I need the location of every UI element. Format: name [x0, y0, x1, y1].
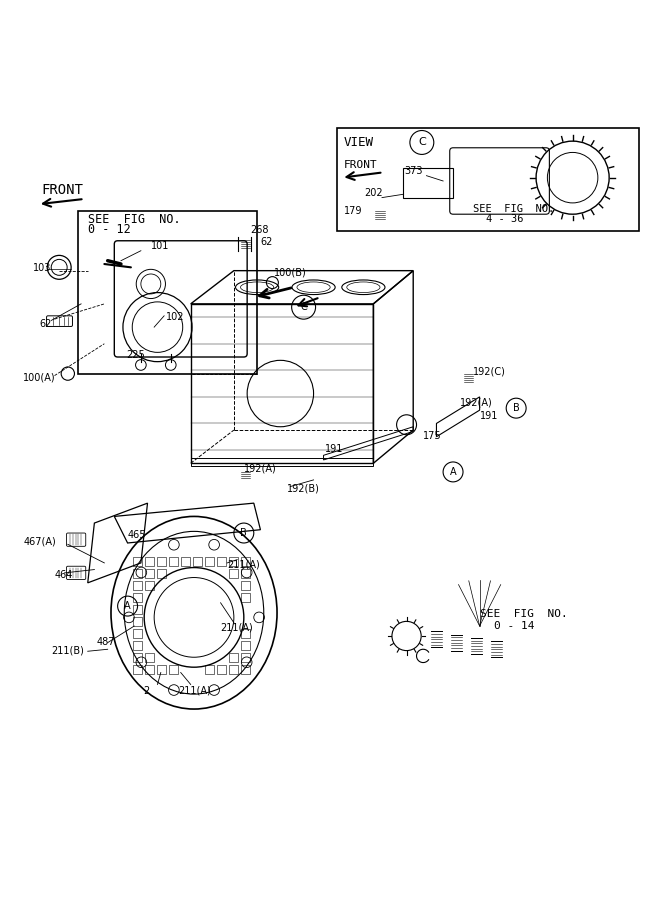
- Text: 211(A): 211(A): [227, 560, 260, 570]
- Bar: [229, 557, 238, 566]
- Text: 464: 464: [55, 571, 73, 580]
- Bar: [241, 580, 250, 590]
- Text: SEE  FIG  NO.: SEE FIG NO.: [473, 204, 554, 214]
- Bar: [145, 652, 154, 662]
- Text: 192(A): 192(A): [244, 464, 277, 474]
- Bar: [157, 664, 166, 674]
- Bar: [133, 616, 142, 626]
- Bar: [229, 569, 238, 578]
- Bar: [145, 557, 154, 566]
- Bar: [133, 641, 142, 650]
- Bar: [133, 629, 142, 638]
- Text: 373: 373: [404, 166, 422, 176]
- Bar: [241, 641, 250, 650]
- Text: 192(B): 192(B): [287, 484, 320, 494]
- Text: 2: 2: [143, 686, 149, 696]
- Text: 465: 465: [127, 530, 146, 540]
- Bar: [145, 580, 154, 590]
- FancyBboxPatch shape: [67, 566, 86, 580]
- FancyBboxPatch shape: [67, 533, 86, 546]
- Text: B: B: [241, 528, 247, 538]
- Bar: [133, 664, 142, 674]
- Bar: [133, 557, 142, 566]
- Text: 0 - 12: 0 - 12: [88, 223, 131, 237]
- Text: 102: 102: [166, 312, 185, 322]
- Text: 100(A): 100(A): [23, 373, 55, 382]
- Text: 191: 191: [480, 410, 498, 421]
- Text: 0 - 14: 0 - 14: [494, 621, 535, 631]
- Text: 268: 268: [251, 225, 269, 235]
- Text: C: C: [300, 302, 307, 312]
- Bar: [157, 569, 166, 578]
- Text: A: A: [450, 467, 456, 477]
- Bar: [133, 605, 142, 614]
- Text: FRONT: FRONT: [344, 159, 378, 170]
- Text: 211(B): 211(B): [51, 646, 84, 656]
- Bar: [241, 557, 250, 566]
- Text: 211(A): 211(A): [179, 686, 211, 696]
- Text: 202: 202: [365, 188, 384, 198]
- Bar: [205, 557, 214, 566]
- Bar: [217, 557, 226, 566]
- Bar: [145, 569, 154, 578]
- Text: 175: 175: [423, 431, 442, 441]
- Bar: [133, 652, 142, 662]
- Bar: [205, 664, 214, 674]
- Text: A: A: [124, 601, 131, 611]
- Text: SEE  FIG  NO.: SEE FIG NO.: [88, 212, 180, 226]
- Text: 467(A): 467(A): [23, 536, 56, 546]
- Bar: [191, 458, 374, 466]
- Text: 101: 101: [151, 240, 169, 251]
- Text: C: C: [418, 138, 426, 148]
- Text: 62: 62: [260, 238, 273, 248]
- Text: 4 - 36: 4 - 36: [486, 214, 524, 224]
- Text: 225: 225: [126, 350, 145, 360]
- Bar: [241, 629, 250, 638]
- Text: FRONT: FRONT: [41, 184, 83, 197]
- Text: B: B: [513, 403, 520, 413]
- Text: SEE  FIG  NO.: SEE FIG NO.: [480, 609, 568, 619]
- Bar: [78, 211, 257, 374]
- Text: 191: 191: [325, 444, 344, 454]
- Text: 192(A): 192(A): [460, 398, 492, 408]
- Text: 487: 487: [96, 636, 115, 646]
- Bar: [145, 664, 154, 674]
- Bar: [337, 128, 639, 230]
- Text: 179: 179: [344, 206, 362, 216]
- FancyBboxPatch shape: [47, 316, 73, 327]
- Bar: [217, 664, 226, 674]
- Bar: [133, 569, 142, 578]
- Text: 62: 62: [39, 320, 51, 329]
- Bar: [169, 664, 178, 674]
- Text: 192(C): 192(C): [473, 367, 506, 377]
- Bar: [241, 593, 250, 602]
- Bar: [157, 557, 166, 566]
- Bar: [229, 664, 238, 674]
- Text: VIEW: VIEW: [344, 136, 374, 149]
- Bar: [404, 167, 453, 198]
- Text: 211(A): 211(A): [221, 623, 253, 633]
- Bar: [241, 652, 250, 662]
- Bar: [181, 557, 190, 566]
- Text: 100(B): 100(B): [273, 268, 306, 278]
- Bar: [133, 580, 142, 590]
- Bar: [241, 664, 250, 674]
- Bar: [241, 569, 250, 578]
- Text: 103: 103: [33, 263, 51, 273]
- Bar: [193, 557, 202, 566]
- Bar: [229, 652, 238, 662]
- Bar: [169, 557, 178, 566]
- Bar: [133, 593, 142, 602]
